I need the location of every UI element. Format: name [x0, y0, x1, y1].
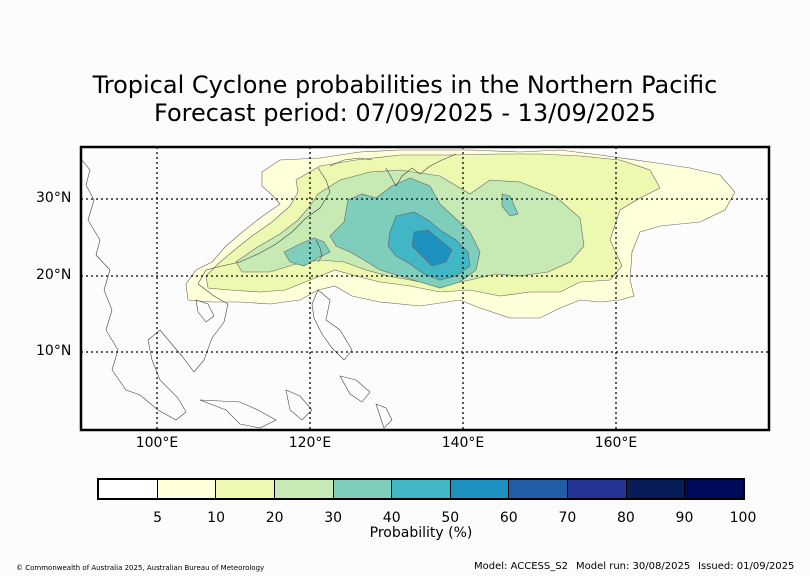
colorbar-tick-label: 90 — [675, 510, 694, 526]
probability-contours — [185, 149, 736, 319]
colorbar — [97, 478, 745, 500]
lat-label-20n: 20°N — [36, 267, 72, 283]
colorbar-tick-label: 5 — [153, 510, 162, 526]
colorbar-tick-label: 40 — [382, 510, 401, 526]
colorbar-swatch — [274, 480, 334, 498]
model-name: Model: ACCESS_S2 — [474, 561, 568, 572]
colorbar-tick-label: 60 — [499, 510, 518, 526]
model-run-date: Model run: 30/08/2025 — [576, 561, 691, 572]
lon-label-120e: 120°E — [288, 435, 332, 451]
graticule — [81, 147, 769, 430]
colorbar-tick-label: 100 — [729, 510, 757, 526]
colorbar-swatch — [450, 480, 510, 498]
map-frame — [79, 145, 771, 432]
colorbar-swatch — [333, 480, 393, 498]
colorbar-swatch — [99, 480, 158, 498]
title-line-2: Forecast period: 07/09/2025 - 13/09/2025 — [154, 99, 656, 127]
copyright-text: © Commonwealth of Australia 2025, Austra… — [16, 564, 265, 572]
lon-label-140e: 140°E — [441, 435, 485, 451]
colorbar-tick-label: 50 — [441, 510, 460, 526]
colorbar-label: Probability (%) — [369, 525, 473, 541]
colorbar-tick-label: 20 — [265, 510, 284, 526]
colorbar-swatch — [157, 480, 217, 498]
lon-label-160e: 160°E — [594, 435, 638, 451]
contour-50pct — [411, 229, 453, 267]
lat-label-30n: 30°N — [36, 190, 72, 206]
coastlines — [81, 153, 457, 429]
colorbar-swatch — [216, 480, 275, 498]
colorbar-tick-label: 30 — [324, 510, 343, 526]
title-line-1: Tropical Cyclone probabilities in the No… — [92, 71, 718, 99]
lat-label-10n: 10°N — [36, 343, 72, 359]
colorbar-tick-label: 70 — [558, 510, 577, 526]
colorbar-swatch — [568, 480, 627, 498]
colorbar-swatch — [392, 480, 451, 498]
lon-label-100e: 100°E — [135, 435, 179, 451]
issued-date: Issued: 01/09/2025 — [698, 561, 795, 572]
colorbar-swatch — [626, 480, 686, 498]
colorbar-swatch — [509, 480, 569, 498]
colorbar-swatch — [685, 480, 744, 498]
colorbar-tick-label: 10 — [207, 510, 225, 526]
colorbar-tick-label: 80 — [616, 510, 635, 526]
